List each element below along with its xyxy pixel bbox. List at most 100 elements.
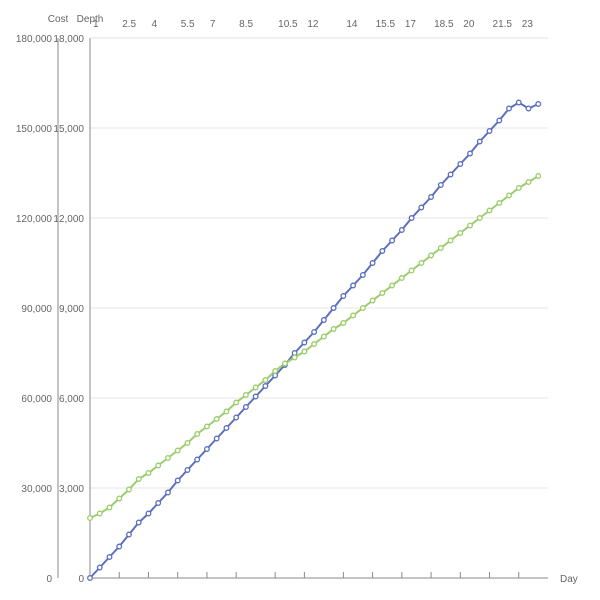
right-y-tick-label: 15,000 (53, 124, 84, 135)
x-tick-label: 4 (151, 19, 157, 30)
series-2-point (184, 440, 191, 446)
x-tick-label: 5.5 (181, 19, 195, 30)
series-2-point (165, 455, 171, 461)
series-1-point (447, 171, 454, 178)
x-tick-label: 23 (522, 19, 534, 30)
left-y-tick-label: 60,000 (21, 394, 52, 405)
series-1-point (135, 519, 142, 526)
left-y-tick-label: 120,000 (16, 214, 53, 225)
series-2-point (213, 416, 220, 422)
series-1-point (467, 150, 473, 157)
series-2-point (437, 245, 444, 251)
series-1-point (320, 317, 327, 323)
x-tick-label: 17 (405, 19, 417, 30)
series-1-point (496, 117, 503, 124)
left-y-tick-label: 0 (46, 574, 52, 585)
grid-lines (90, 37, 548, 489)
tick-labels: 0 0 3,000 30,000 6,000 60,000 9,000 90,000 12,00… (16, 19, 533, 585)
series-1-point (535, 101, 542, 107)
series-2-point (457, 230, 464, 236)
series-1-point (525, 105, 532, 112)
series-2-point (311, 341, 318, 347)
series-1-point (174, 477, 181, 484)
series-2-point (301, 348, 308, 355)
series-1-point (418, 204, 425, 211)
series-1-point (330, 305, 337, 311)
x-tick-label: 8.5 (239, 19, 253, 30)
series-2-point (535, 173, 542, 179)
series-1-point (165, 489, 171, 496)
series-2-point (389, 282, 396, 289)
series-2-point (203, 423, 210, 430)
right-y-tick-label: 9,000 (59, 304, 84, 315)
series-1-point (506, 105, 512, 112)
x-tick-label: 21.5 (493, 19, 513, 30)
right-y-tick-label: 0 (78, 574, 84, 585)
series-1-point (359, 272, 366, 278)
series-1-point (301, 339, 308, 346)
right-y-axis-title: Depth (77, 14, 104, 25)
right-y-tick-label: 18,000 (53, 34, 84, 45)
series-1-point (379, 248, 386, 254)
series-2-point (350, 312, 357, 319)
series-2-point (233, 399, 240, 406)
x-tick-label: 20 (463, 19, 475, 30)
series-2-point (418, 260, 425, 266)
series-2-point (87, 515, 93, 521)
series-2-point (340, 320, 347, 326)
series-2-point (447, 237, 454, 244)
series-1-point (184, 467, 191, 473)
series-1-point (203, 446, 210, 452)
series-1-point (515, 99, 522, 106)
series-2-point (515, 185, 522, 191)
series-2-point (252, 384, 259, 391)
series-1-point (194, 456, 201, 463)
series-2-point (174, 447, 181, 454)
series-1-point (126, 531, 132, 538)
series-1-point (340, 293, 347, 299)
left-y-tick-label: 90,000 (21, 304, 52, 315)
series-2-point (476, 215, 483, 221)
series-2-point (398, 275, 405, 281)
left-y-tick-label: 180,000 (16, 34, 53, 45)
series-1-point (145, 510, 152, 517)
series-1-point (106, 554, 113, 560)
series-2-point (320, 333, 327, 340)
series-1-point (398, 227, 405, 233)
x-axis-title: Day (560, 574, 578, 585)
x-tick-label: 12 (307, 19, 319, 30)
x-tick-label: 14 (346, 19, 358, 30)
right-y-tick-label: 12,000 (53, 214, 84, 225)
series-2-point (262, 377, 269, 383)
right-y-tick-label: 6,000 (59, 394, 84, 405)
series-1-point (311, 329, 318, 335)
left-y-tick-label: 150,000 (16, 124, 53, 135)
series-2-point (379, 290, 386, 296)
series-1-point (223, 425, 230, 431)
series-1-point (408, 215, 415, 221)
series-lines (87, 99, 542, 581)
series-2-point (135, 476, 142, 482)
series-2-point (369, 297, 376, 304)
series-2-point (194, 431, 201, 437)
series-1-point (457, 161, 464, 167)
series-2-point (359, 305, 366, 311)
x-tick-label: 1 (93, 19, 99, 30)
series-1-point (262, 383, 269, 389)
series-2-point (155, 462, 162, 469)
series-2-point (223, 408, 230, 415)
series-1-point (96, 564, 103, 571)
series-1-point (155, 500, 162, 506)
series-2-point (467, 222, 473, 229)
series-1-point (350, 282, 357, 289)
series-2-point (408, 267, 415, 274)
x-tick-label: 10.5 (278, 19, 298, 30)
series-2-point (496, 200, 503, 206)
axes: Cost Depth Day (48, 14, 578, 585)
series-1-point (437, 182, 444, 188)
series-2-point (291, 354, 298, 361)
series-2-point (116, 495, 123, 502)
series-2-point (525, 179, 532, 185)
series-line-1 (89, 101, 539, 579)
